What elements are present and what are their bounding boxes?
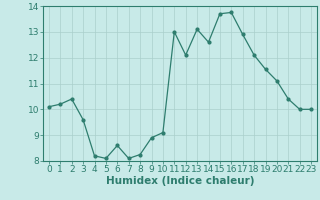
X-axis label: Humidex (Indice chaleur): Humidex (Indice chaleur) bbox=[106, 176, 254, 186]
